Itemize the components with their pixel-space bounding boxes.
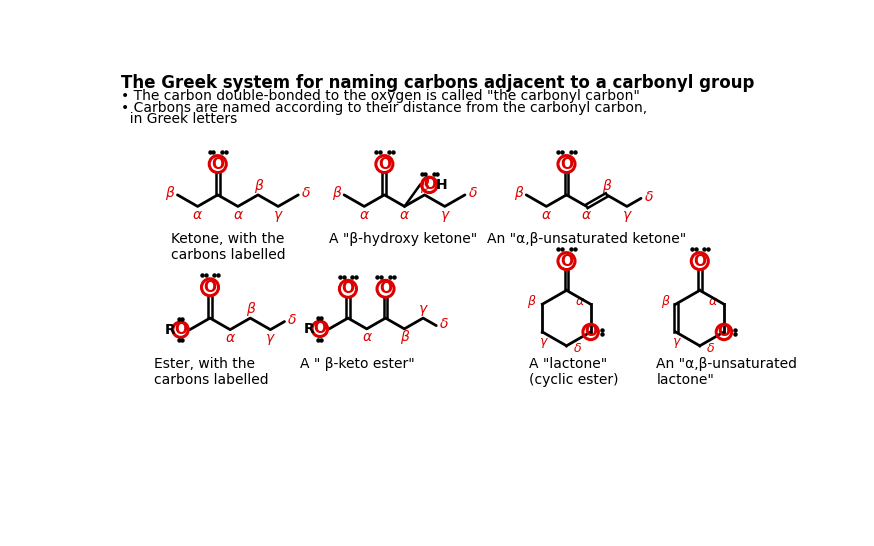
Text: β: β — [246, 302, 254, 316]
Text: Ketone, with the
carbons labelled: Ketone, with the carbons labelled — [171, 232, 286, 262]
Text: A "β-hydroxy ketone": A "β-hydroxy ketone" — [329, 232, 477, 246]
Text: α: α — [576, 295, 584, 307]
Text: A " β-keto ester": A " β-keto ester" — [300, 357, 414, 371]
Text: O: O — [379, 281, 392, 296]
Text: γ: γ — [538, 335, 546, 348]
Text: A "lactone"
(cyclic ester): A "lactone" (cyclic ester) — [530, 357, 619, 387]
Text: γ: γ — [672, 335, 679, 348]
Text: Ester, with the
carbons labelled: Ester, with the carbons labelled — [154, 357, 269, 387]
Text: O: O — [560, 253, 573, 269]
Text: δ: δ — [302, 186, 310, 200]
Text: in Greek letters: in Greek letters — [121, 112, 237, 126]
Text: α: α — [582, 208, 591, 222]
Text: α: α — [225, 331, 235, 345]
Text: δ: δ — [440, 317, 448, 331]
Text: O: O — [718, 324, 731, 340]
Text: γ: γ — [274, 208, 282, 222]
Text: O: O — [584, 324, 597, 340]
Text: γ: γ — [440, 208, 449, 222]
Text: δ: δ — [468, 186, 477, 200]
Text: O: O — [378, 157, 391, 171]
Text: α: α — [233, 208, 242, 222]
Text: The Greek system for naming carbons adjacent to a carbonyl group: The Greek system for naming carbons adja… — [121, 74, 754, 92]
Text: γ: γ — [419, 302, 427, 316]
Text: α: α — [362, 330, 371, 345]
Text: β: β — [165, 186, 174, 200]
Text: β: β — [661, 295, 669, 307]
Text: δ: δ — [644, 190, 653, 204]
Text: β: β — [253, 179, 262, 193]
Text: β: β — [400, 330, 409, 345]
Text: An "α,β-unsaturated
lactone": An "α,β-unsaturated lactone" — [656, 357, 797, 387]
Text: H: H — [436, 178, 447, 192]
Text: O: O — [560, 157, 573, 171]
Text: O: O — [314, 322, 326, 336]
Text: O: O — [693, 253, 706, 269]
Text: α: α — [709, 295, 718, 307]
Text: δ: δ — [288, 313, 296, 327]
Text: R: R — [303, 322, 315, 336]
Text: R: R — [164, 323, 175, 337]
Text: O: O — [212, 157, 225, 171]
Text: • The carbon double-bonded to the oxygen is called "the carbonyl carbon": • The carbon double-bonded to the oxygen… — [121, 88, 640, 103]
Text: An "α,β-unsaturated ketone": An "α,β-unsaturated ketone" — [488, 232, 687, 246]
Text: β: β — [420, 179, 429, 193]
Text: α: α — [542, 208, 551, 222]
Text: O: O — [342, 281, 355, 296]
Text: β: β — [602, 179, 611, 193]
Text: γ: γ — [623, 208, 631, 222]
Text: γ: γ — [267, 331, 274, 345]
Text: • Carbons are named according to their distance from the carbonyl carbon,: • Carbons are named according to their d… — [121, 101, 647, 115]
Text: β: β — [332, 186, 341, 200]
Text: α: α — [360, 208, 369, 222]
Text: β: β — [514, 186, 523, 200]
Text: O: O — [174, 322, 187, 337]
Text: α: α — [193, 208, 202, 222]
Text: δ: δ — [707, 342, 714, 355]
Text: β: β — [528, 295, 536, 307]
Text: O: O — [423, 177, 436, 192]
Text: α: α — [400, 208, 409, 222]
Text: δ: δ — [573, 342, 581, 355]
Text: O: O — [204, 280, 217, 295]
